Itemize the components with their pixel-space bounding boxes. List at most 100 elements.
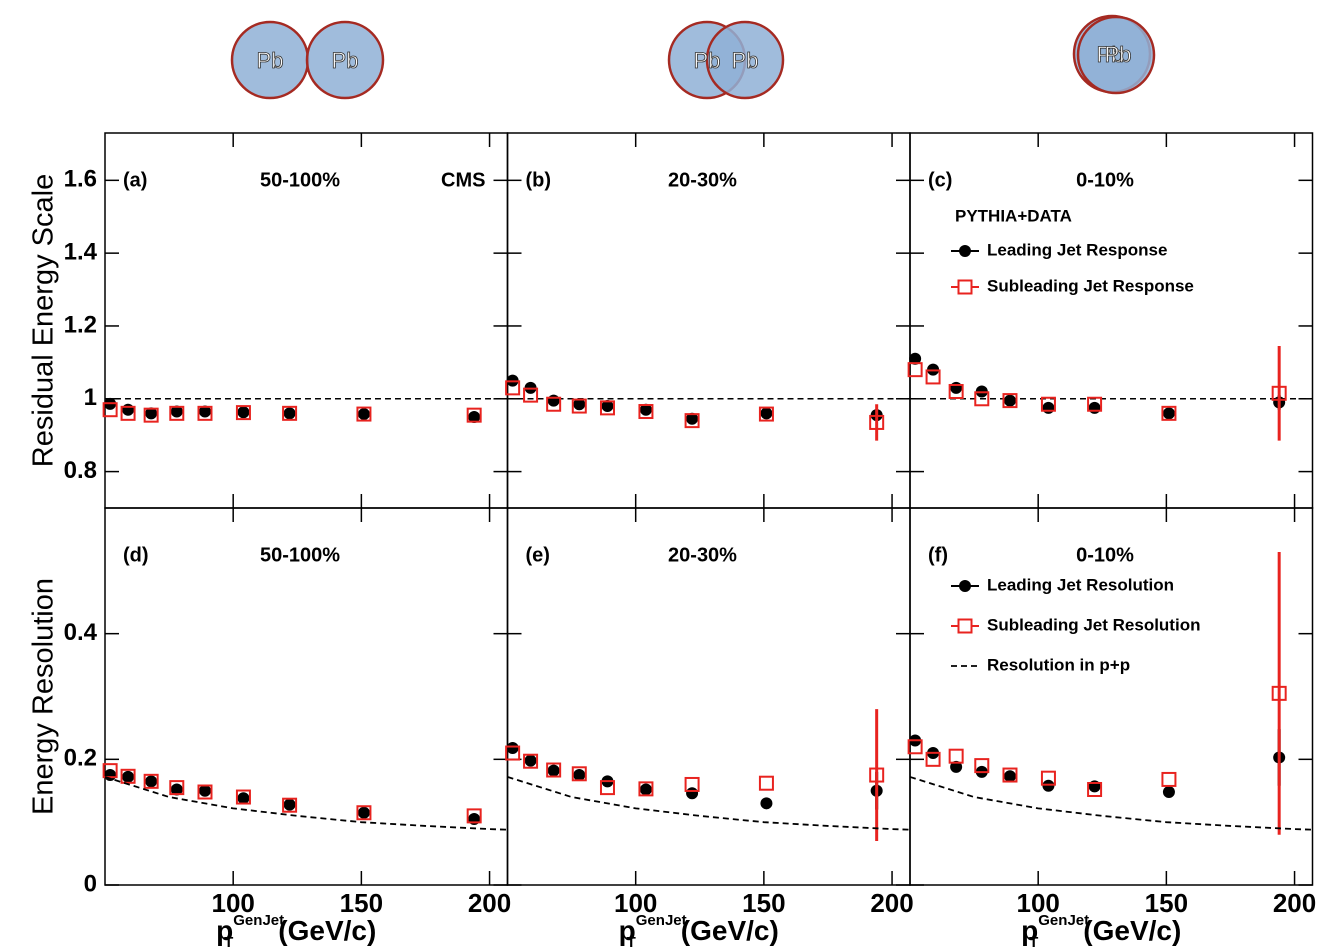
marker [143,773,159,789]
legend-swatch [959,245,971,257]
marker [869,767,885,783]
marker [235,789,251,805]
marker [546,762,562,778]
marker [573,769,586,782]
marker [974,391,990,407]
marker [198,405,211,418]
nucleus-label: Pb [694,48,721,73]
panel: 0.8 1 1.2 1.4 1.6 (a) 50-100% CMS Residual Energ… [28,132,509,509]
nucleus [705,20,785,100]
legend-swatch [957,618,973,634]
marker [601,400,614,413]
marker [907,362,923,378]
x-tick-label: 200 [870,888,913,918]
marker [1087,781,1103,797]
marker [466,808,482,824]
marker [283,798,296,811]
marker [102,402,118,418]
marker [1271,685,1287,701]
marker [573,398,586,411]
resolution-line [909,776,1313,831]
x-axis-label-part: T [1029,934,1038,951]
x-axis-label-part: p [1021,915,1038,946]
x-axis-label-part: GenJet [636,912,687,929]
x-tick-label: 200 [468,888,511,918]
marker [546,396,562,412]
marker [547,394,560,407]
marker [639,783,652,796]
centrality: 0-10% [1076,544,1134,566]
marker [356,406,372,422]
centrality: 50-100% [260,544,340,566]
marker [505,380,521,396]
panel: 100 150 200 (f) 0-10% pGenJet T (GeV/c) Leading … [907,507,1316,951]
marker [1161,405,1177,421]
x-axis-label-part: (GeV/c) [681,915,779,946]
marker [1002,767,1018,783]
panel: (c) 0-10%PYTHIA+DATA Leading Jet Response S… [907,132,1314,509]
marker [523,753,539,769]
marker [237,406,250,419]
legend-title: PYTHIA+DATA [955,206,1072,225]
y-tick-label: 1.2 [64,311,97,338]
marker [760,407,773,420]
marker [686,412,699,425]
x-tick-label: 150 [742,888,785,918]
marker [547,764,560,777]
panel-label: (b) [526,169,552,191]
panel-label: (f) [928,544,948,566]
marker [283,407,296,420]
marker [145,775,158,788]
centrality: 0-10% [1076,169,1134,191]
collision-diagram: Pb Pb [230,20,385,100]
resolution-line [104,776,508,831]
experiment: CMS [441,169,485,191]
nucleus-label: Pb [332,48,359,73]
panel-label: (c) [928,169,952,191]
marker [1002,393,1018,409]
marker [869,414,885,430]
x-axis-label: pGenJet T (GeV/c) [216,912,376,951]
nucleus-label: Pb [257,48,284,73]
marker [145,407,158,420]
x-axis-label-part: (GeV/c) [1083,915,1181,946]
marker [638,404,654,420]
y-tick-label: 0.4 [64,619,98,646]
marker [197,405,213,421]
marker [639,403,652,416]
marker [197,784,213,800]
marker [1087,396,1103,412]
y-tick-label: 1.4 [64,238,98,265]
marker [169,780,185,796]
collision-diagram: Pb Pb [1072,14,1156,95]
panel-label: (d) [123,544,149,566]
centrality: 50-100% [260,169,340,191]
nucleus [305,20,385,100]
panel: 0 0.2 0.4 100 150 200 (d) 50-100% Energy Resolut… [28,507,511,951]
marker [357,806,370,819]
marker [1162,407,1175,420]
nucleus-label: Pb [732,48,759,73]
legend-swatch [959,580,971,592]
centrality: 20-30% [668,544,737,566]
marker [1161,771,1177,787]
marker [925,751,941,767]
marker [684,776,700,792]
x-axis-label: pGenJet T (GeV/c) [1021,912,1181,951]
marker [638,781,654,797]
x-axis-label-part: GenJet [1038,912,1089,929]
panel-frame [909,507,1314,886]
marker [1040,770,1056,786]
marker [122,770,135,783]
marker [1003,770,1016,783]
x-axis-label-part: p [216,915,233,946]
marker [198,784,211,797]
marker [571,398,587,414]
marker [170,405,183,418]
marker [505,745,521,761]
marker [1162,786,1175,799]
marker [468,410,481,423]
marker [169,405,185,421]
y-tick-label: 1 [84,384,97,411]
x-tick-label: 100 [1016,888,1059,918]
